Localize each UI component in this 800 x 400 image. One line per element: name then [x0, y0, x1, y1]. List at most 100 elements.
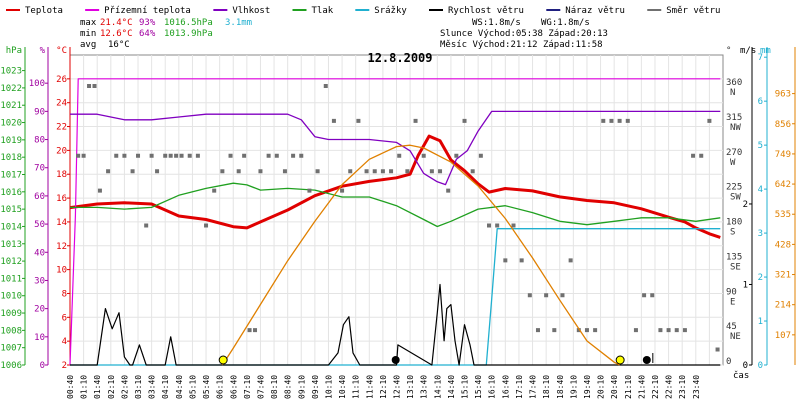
tick-label-temp: 22	[56, 123, 67, 133]
tick-label-compass: W	[730, 158, 736, 168]
series-line-teplota	[69, 134, 721, 239]
wind-direction-point	[155, 169, 160, 174]
wind-direction-point	[658, 328, 663, 333]
wind-direction-point	[187, 153, 192, 158]
wind-direction-point	[421, 153, 426, 158]
axes: 1006100710081009101010111012101310141015…	[0, 46, 796, 399]
tick-label-time: 18:40	[556, 375, 565, 399]
tick-label-hpa: 1006	[0, 361, 22, 371]
wind-direction-point	[650, 293, 655, 298]
tick-label-temp: 6	[62, 313, 67, 323]
wind-direction-point	[715, 347, 720, 352]
wind-direction-point	[446, 188, 451, 193]
wind-direction-point	[242, 153, 247, 158]
wind-direction-point	[149, 153, 154, 158]
wind-direction-point	[220, 169, 225, 174]
wind-direction-point	[122, 153, 127, 158]
wind-direction-point	[299, 153, 304, 158]
series-line-sr-ky	[70, 228, 721, 366]
tick-label-hpa: 1020	[0, 119, 22, 129]
grid	[69, 54, 724, 366]
tick-label-wm2: 963	[775, 90, 791, 100]
tick-label-time: 09:40	[311, 375, 320, 399]
tick-label-temp: 20	[56, 146, 67, 156]
wind-direction-point	[195, 153, 200, 158]
wind-direction-point	[228, 153, 233, 158]
legend-label: Směr větru	[666, 6, 720, 16]
wind-direction-point	[519, 258, 524, 263]
wind-direction-point	[106, 169, 111, 174]
tick-label-time: 12:40	[393, 375, 402, 399]
tick-label-time: 01:40	[93, 375, 102, 399]
tick-label-time: 14:10	[433, 375, 442, 399]
tick-label-hpa: 1008	[0, 326, 22, 336]
tick-label-temp: 18	[56, 170, 67, 180]
tick-label-time: 04:40	[175, 375, 184, 399]
tick-label-time: 23:40	[692, 375, 701, 399]
wind-direction-point	[511, 223, 516, 228]
wind-direction-point	[397, 153, 402, 158]
wind-direction-point	[291, 153, 296, 158]
tick-label-time: 19:40	[583, 375, 592, 399]
wind-direction-point	[372, 169, 377, 174]
wind-direction-point	[179, 153, 184, 158]
wind-direction-point	[691, 153, 696, 158]
tick-label-time: 06:40	[229, 375, 238, 399]
wind-direction-point	[136, 153, 141, 158]
tick-label-wm2: 642	[775, 180, 791, 190]
axis-unit-hpa: hPa	[6, 46, 22, 56]
wind-direction-point	[568, 258, 573, 263]
wind-direction-point	[576, 328, 581, 333]
wind-direction-point	[92, 84, 97, 88]
tick-label-time: 07:40	[256, 375, 265, 399]
wind-direction-point	[429, 169, 434, 174]
wind-direction-point	[405, 169, 410, 174]
wind-direction-point	[81, 153, 86, 158]
wind-direction-point	[266, 153, 271, 158]
wind-direction-point	[699, 153, 704, 158]
wind-direction-point	[593, 328, 598, 333]
wind-direction-point	[331, 118, 336, 123]
tick-label-compass: N	[730, 88, 735, 98]
tick-label-dir: 270	[726, 148, 742, 158]
tick-label-temp: 24	[56, 99, 67, 109]
tick-label-ms: 1	[743, 280, 748, 290]
wind-direction-point	[76, 153, 81, 158]
tick-label-ms: 2	[743, 200, 748, 210]
axis-unit-ms: m/s	[740, 46, 756, 56]
wind-direction-point	[323, 84, 328, 88]
wind-direction-point	[174, 153, 179, 158]
tick-label-time: 07:10	[243, 375, 252, 399]
wind-direction-point	[413, 118, 418, 123]
series-layer	[69, 78, 721, 366]
tick-label-time: 16:10	[488, 375, 497, 399]
tick-label-time: 14:40	[447, 375, 456, 399]
wind-direction-point	[356, 118, 361, 123]
tick-label-time: 03:10	[134, 375, 143, 399]
tick-label-mm: 0	[758, 361, 763, 371]
tick-label-time: 15:40	[474, 375, 483, 399]
tick-label-time: 23:10	[678, 375, 687, 399]
series-line-tlak	[70, 182, 721, 228]
tick-label-time: 16:40	[501, 375, 510, 399]
wind-direction-point	[462, 118, 467, 123]
tick-label-temp: 10	[56, 266, 67, 276]
tick-label-time: 15:10	[461, 375, 470, 399]
tick-label-time: 08:10	[270, 375, 279, 399]
wind-direction-point	[707, 118, 712, 123]
tick-label-time: 00:40	[66, 375, 75, 399]
summary-min-temp: 12.6°C	[100, 29, 133, 39]
tick-label-wm2: 214	[775, 301, 791, 311]
tick-label-time: 10:40	[338, 375, 347, 399]
summary-max-press: 1016.5hPa	[164, 18, 213, 28]
tick-label-dir: 315	[726, 113, 742, 123]
wind-direction-point	[144, 223, 149, 228]
tick-label-temp: 26	[56, 75, 67, 85]
tick-label-pct: 80	[34, 136, 45, 146]
tick-label-time: 13:40	[420, 375, 429, 399]
axis-unit-mm: mm	[760, 46, 771, 56]
legend-label: Teplota	[25, 6, 63, 16]
tick-label-wm2: 749	[775, 150, 791, 160]
wind-direction-point	[470, 169, 475, 174]
tick-label-dir: 0	[726, 357, 731, 367]
